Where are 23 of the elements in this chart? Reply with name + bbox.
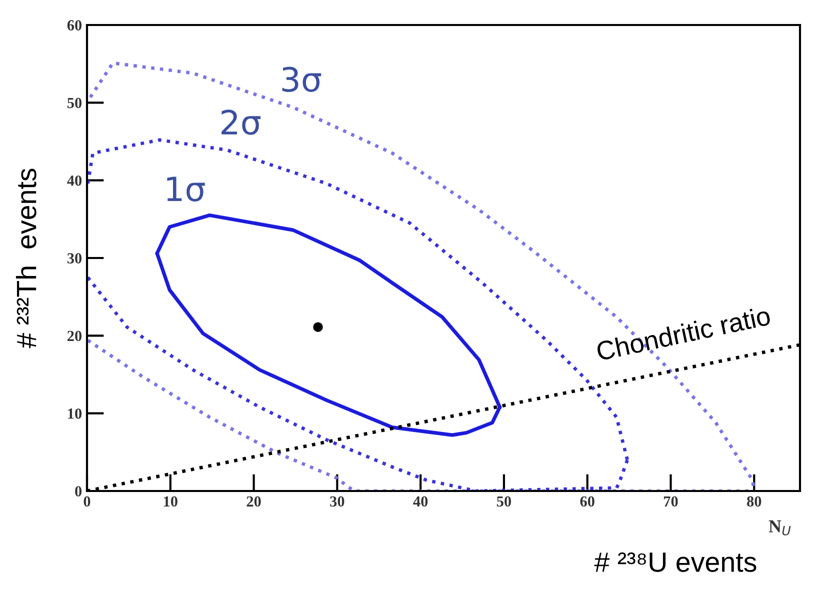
x-tick-label: 60 [580, 496, 594, 507]
y-axis-title: # ²³²Th events [16, 168, 36, 348]
x-tick-label: 70 [664, 496, 678, 507]
x-tick-label: 10 [164, 496, 178, 507]
x-axis-title: # ²³⁸U events [594, 552, 756, 572]
x-tick-label: 50 [496, 496, 512, 507]
x-tick-label: 30 [330, 496, 344, 507]
annotation: 1σ [167, 176, 205, 202]
x-tick-label: 20 [246, 496, 261, 507]
annotation: 2σ [222, 110, 260, 135]
y-tick-label: 40 [67, 175, 82, 186]
x-tick-label: 0 [84, 496, 90, 507]
annotation: 3σ [282, 66, 322, 92]
y-tick-label: 30 [67, 253, 82, 264]
y-tick-label: 20 [68, 330, 82, 342]
x-tick-label: 40 [413, 496, 428, 507]
annotation: Chondritic ratio [596, 306, 771, 361]
y-tick-label: 10 [68, 408, 82, 419]
y-tick-label: 50 [67, 98, 82, 108]
x-tick-label: 80 [747, 496, 762, 507]
y-tick-label: 0 [75, 486, 82, 496]
text: N$_{U}$ [768, 520, 791, 536]
y-tick-label: 60 [67, 20, 82, 30]
